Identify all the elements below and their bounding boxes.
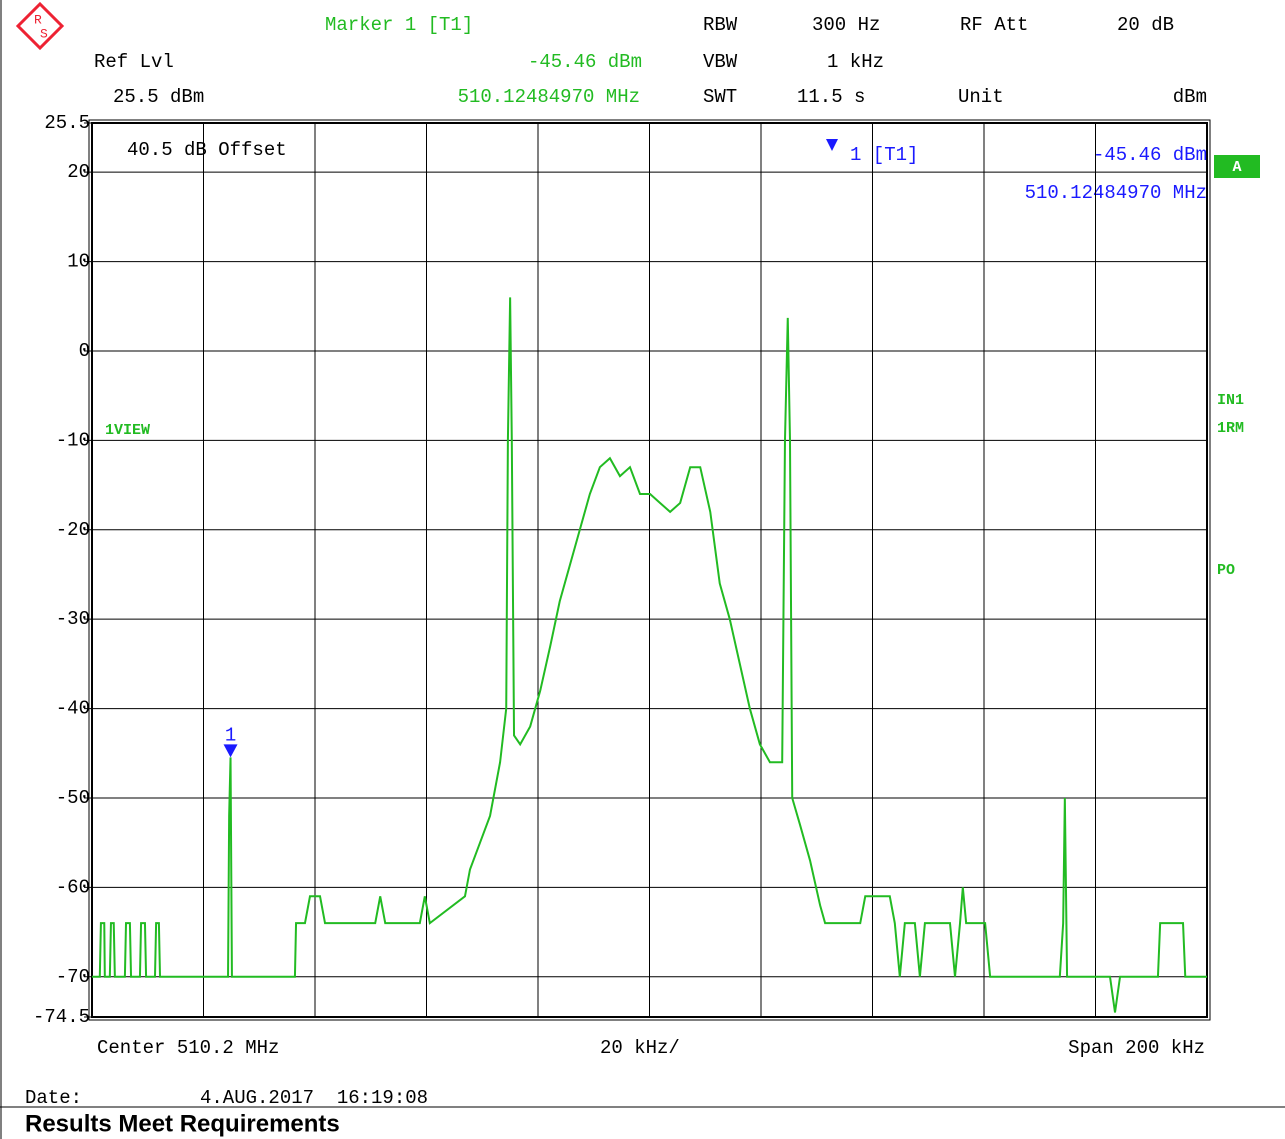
unit: dBm bbox=[1173, 86, 1207, 108]
marker-info-freq: 510.12484970 MHz bbox=[1025, 182, 1207, 204]
result: Results Meet Requirements bbox=[25, 1110, 340, 1137]
y-tick-label: 20 bbox=[67, 161, 90, 183]
marker-info-level: -45.46 dBm bbox=[1093, 144, 1207, 166]
vbw: 1 kHz bbox=[827, 51, 884, 73]
ref-label: Ref Lvl bbox=[94, 51, 174, 73]
logo: R S bbox=[15, 1, 65, 51]
marker-freq: 510.12484970 MHz bbox=[458, 86, 640, 108]
y-tick-label: -30 bbox=[56, 608, 90, 630]
trace-label: 1VIEW bbox=[105, 422, 150, 439]
marker-info-icon bbox=[826, 139, 838, 151]
y-tick-label: -60 bbox=[56, 876, 90, 898]
side-label: A bbox=[1232, 159, 1241, 176]
date-label: Date: bbox=[25, 1087, 82, 1109]
rbw-label: RBW bbox=[703, 14, 738, 36]
vbw-label: VBW bbox=[703, 51, 738, 73]
rfatt: 20 dB bbox=[1117, 14, 1174, 36]
trace bbox=[92, 297, 1207, 1013]
y-tick-label: -10 bbox=[56, 429, 90, 451]
marker-level: -45.46 dBm bbox=[528, 51, 642, 73]
marker-title: Marker 1 [T1] bbox=[325, 14, 473, 36]
x-center: Center 510.2 MHz bbox=[97, 1037, 279, 1059]
y-tick-label: 10 bbox=[67, 251, 90, 273]
logo-letter: S bbox=[40, 26, 48, 41]
rfatt-label: RF Att bbox=[960, 14, 1028, 36]
side-label: PO bbox=[1217, 562, 1235, 579]
plot-frame-outer bbox=[88, 119, 1211, 1021]
swt-label: SWT bbox=[703, 86, 737, 108]
y-tick-label: -20 bbox=[56, 519, 90, 541]
y-tick-label: -50 bbox=[56, 787, 90, 809]
marker-info-name: 1 [T1] bbox=[850, 144, 918, 166]
y-tick-label: -74.5 bbox=[33, 1006, 90, 1028]
y-tick-label: 25.5 bbox=[44, 112, 90, 134]
side-badge bbox=[1214, 155, 1260, 178]
swt: 11.5 s bbox=[797, 86, 865, 108]
side-label: IN1 bbox=[1217, 392, 1244, 409]
ref-level: 25.5 dBm bbox=[113, 86, 204, 108]
logo-letter: R bbox=[34, 12, 42, 27]
rbw: 300 Hz bbox=[812, 14, 880, 36]
offset-note: 40.5 dB Offset bbox=[127, 139, 287, 161]
y-tick-label: -40 bbox=[56, 698, 90, 720]
marker bbox=[223, 744, 238, 758]
unit-label: Unit bbox=[958, 86, 1004, 108]
date: 4.AUG.2017 16:19:08 bbox=[200, 1087, 428, 1109]
marker-label: 1 bbox=[225, 724, 236, 746]
x-span: Span 200 kHz bbox=[1068, 1037, 1205, 1059]
side-label: 1RM bbox=[1217, 420, 1244, 437]
y-tick-label: -70 bbox=[56, 966, 90, 988]
x-div: 20 kHz/ bbox=[600, 1037, 680, 1059]
